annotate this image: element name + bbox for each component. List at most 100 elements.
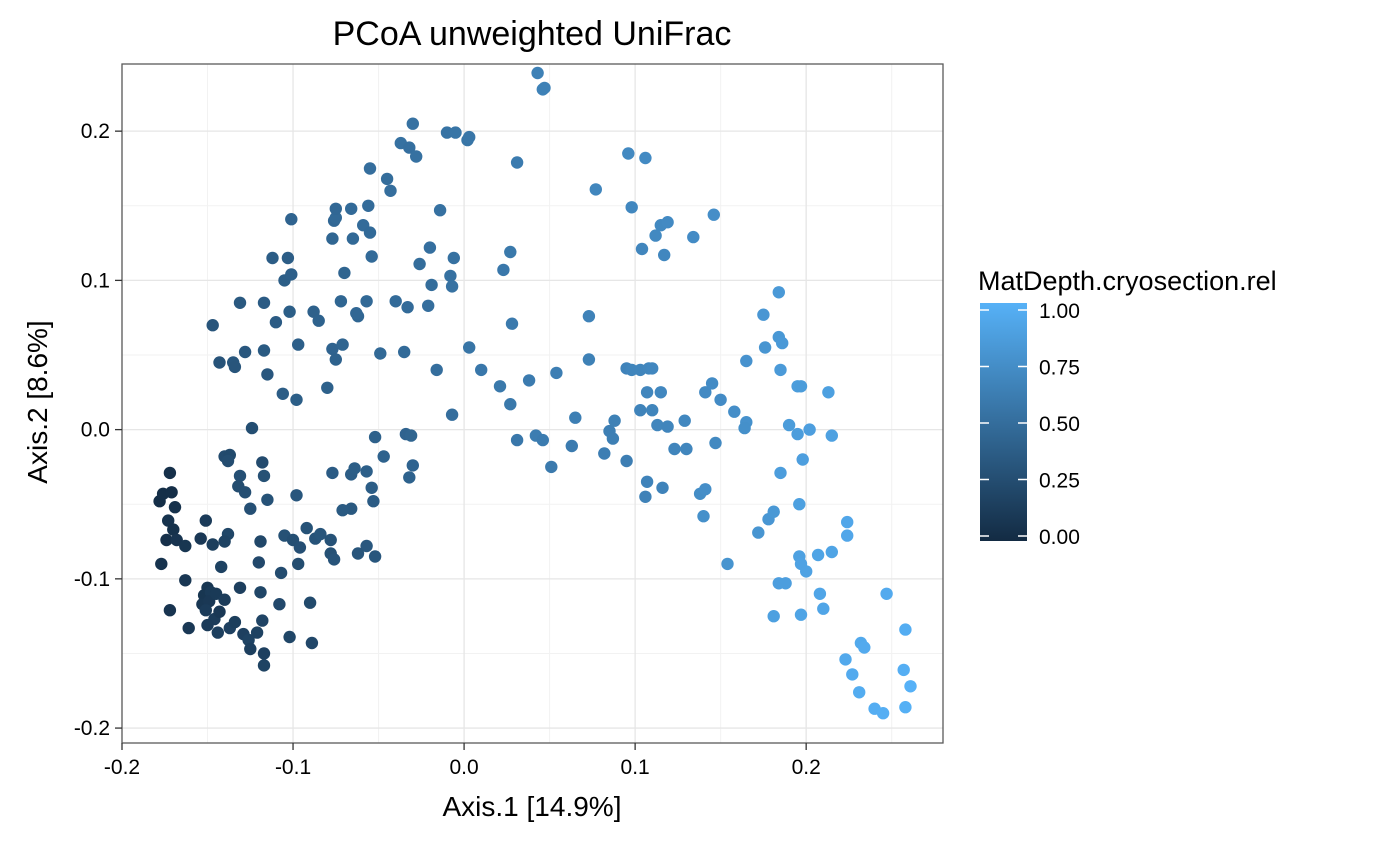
data-point	[228, 360, 242, 374]
data-point	[625, 201, 638, 214]
data-point	[338, 266, 351, 280]
data-point	[654, 386, 667, 399]
data-point	[324, 533, 337, 547]
data-point	[245, 421, 259, 435]
data-point	[257, 469, 271, 483]
data-point	[813, 587, 827, 600]
data-point	[440, 126, 454, 139]
data-point	[463, 341, 476, 354]
data-point	[206, 538, 219, 551]
data-point	[876, 707, 890, 720]
data-point	[329, 211, 342, 224]
data-point	[463, 130, 476, 144]
data-point	[292, 338, 305, 351]
data-point	[199, 514, 212, 527]
data-point	[163, 466, 177, 480]
data-point	[201, 618, 214, 632]
data-point	[403, 141, 416, 154]
data-point	[218, 535, 231, 548]
data-point	[365, 481, 378, 494]
data-point	[329, 202, 342, 215]
data-point	[162, 514, 175, 527]
data-point	[285, 268, 298, 281]
data-point	[238, 345, 252, 359]
data-point	[165, 486, 178, 499]
data-point	[167, 523, 180, 536]
data-point	[257, 647, 271, 660]
data-point	[774, 466, 787, 480]
data-point	[257, 344, 271, 357]
data-point	[493, 380, 507, 393]
data-point	[800, 565, 813, 578]
data-point	[880, 587, 893, 600]
data-point	[767, 610, 780, 623]
data-point	[841, 529, 854, 542]
data-point	[170, 533, 183, 547]
data-point	[582, 353, 596, 366]
data-point	[658, 248, 671, 262]
legend-tick-label: 1.00	[1039, 300, 1080, 323]
legend-colorbar	[980, 303, 1027, 541]
data-point	[447, 251, 460, 265]
data-point	[252, 556, 265, 569]
data-point	[825, 429, 838, 442]
data-point	[504, 398, 517, 411]
y-tick-label: 0.1	[81, 269, 110, 292]
color-legend: MatDepth.cryosection.rel 0.00 0.25 0.50 0.7…	[978, 266, 1277, 549]
data-point	[697, 510, 710, 523]
legend-tick-label: 0.75	[1039, 357, 1080, 380]
data-point	[433, 204, 447, 217]
data-point	[738, 421, 751, 435]
data-point	[410, 150, 423, 163]
data-point	[538, 81, 551, 95]
data-point	[290, 393, 303, 406]
legend-tick-label: 0.25	[1039, 470, 1080, 493]
y-tick-label: 0.0	[81, 419, 110, 442]
y-tick-label: -0.1	[74, 568, 110, 591]
data-point	[794, 380, 808, 393]
data-point	[215, 560, 228, 574]
data-point	[360, 295, 373, 308]
data-point	[261, 493, 274, 506]
data-point	[522, 374, 536, 387]
legend-title: MatDepth.cryosection.rel	[978, 266, 1277, 296]
x-tick-label: -0.2	[104, 756, 140, 779]
data-point	[620, 454, 633, 468]
data-point	[285, 213, 298, 226]
data-point	[346, 232, 360, 245]
data-point	[767, 505, 780, 518]
data-point	[825, 545, 838, 559]
data-point	[841, 515, 854, 529]
data-point	[444, 269, 457, 283]
data-point	[853, 686, 866, 699]
data-point	[721, 557, 734, 571]
data-point	[398, 345, 411, 359]
data-point	[305, 636, 319, 650]
data-point	[221, 454, 235, 468]
data-point	[367, 495, 380, 508]
data-point	[803, 423, 816, 436]
data-point	[425, 278, 438, 292]
data-point	[160, 533, 173, 547]
data-point	[774, 363, 787, 377]
data-point	[445, 280, 459, 293]
data-point	[661, 216, 674, 229]
data-point	[403, 471, 416, 484]
data-point	[699, 483, 712, 496]
data-point	[649, 229, 662, 242]
data-point	[504, 245, 517, 259]
data-point	[589, 183, 602, 196]
data-point	[782, 418, 796, 432]
data-point	[374, 347, 387, 360]
data-point	[897, 663, 910, 677]
data-point	[569, 411, 582, 424]
data-point	[728, 405, 741, 418]
data-point	[404, 429, 418, 442]
x-tick-label: 0.0	[449, 756, 478, 779]
data-point	[646, 404, 659, 417]
y-tick-label: 0.2	[81, 120, 110, 143]
data-point	[899, 701, 912, 714]
data-point	[363, 162, 377, 175]
data-point	[377, 450, 390, 463]
data-point	[155, 557, 168, 571]
